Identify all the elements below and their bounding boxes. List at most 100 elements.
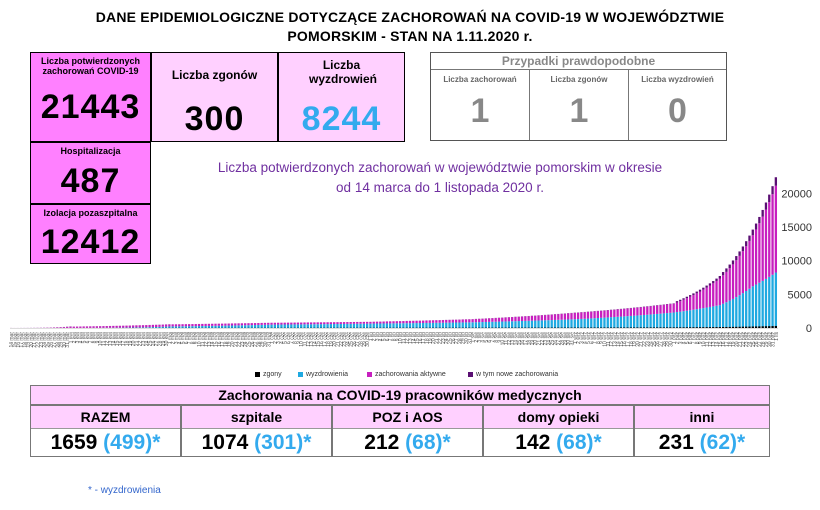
bar-active	[537, 315, 540, 321]
bar-new	[728, 264, 731, 269]
x-tick-label: 28 paź	[761, 332, 767, 348]
legend-item-new: w tym nowe zachorowania	[468, 371, 558, 378]
x-tick-label: 21 lip	[434, 332, 440, 344]
bar-recovered	[632, 315, 636, 328]
bar-active	[725, 271, 728, 303]
bar-active	[379, 321, 382, 324]
bar-deaths	[646, 327, 649, 328]
bar-recovered	[573, 319, 576, 328]
bar-deaths	[629, 327, 632, 328]
bar-active	[702, 289, 705, 309]
bar-recovered	[283, 324, 286, 328]
bar-recovered	[234, 325, 237, 328]
bar-active	[721, 275, 725, 304]
bar-active	[445, 319, 448, 323]
bar-active	[764, 209, 768, 279]
bar-active	[174, 324, 178, 327]
bar-deaths	[662, 327, 665, 328]
x-tick-label: 2 kwi	[72, 332, 78, 343]
x-tick-label: 15 mar	[12, 332, 18, 348]
deaths-value: 300	[184, 100, 245, 138]
bar-active	[197, 324, 201, 327]
bar-new	[774, 177, 778, 186]
bar-active	[131, 325, 135, 328]
bar-recovered	[227, 325, 230, 328]
bar-recovered	[224, 325, 227, 328]
medical-poz-recovered: (68)*	[405, 431, 451, 454]
bar-active	[217, 323, 220, 326]
recovered-label: Liczba wyzdrowień	[309, 58, 378, 86]
bar-recovered	[458, 322, 461, 328]
bar-active	[372, 321, 375, 324]
x-tick-label: 10 wrz	[602, 332, 608, 347]
x-tick-label: 15 paź	[718, 332, 724, 348]
medical-care-homes-cases: 142	[515, 431, 551, 454]
medical-col-total-label: RAZEM	[31, 406, 180, 429]
x-tick-label: 1 paź	[672, 332, 678, 345]
bar-recovered	[613, 317, 616, 328]
bar-recovered	[270, 324, 273, 328]
bar-recovered	[679, 311, 682, 328]
bar-recovered	[286, 324, 290, 328]
confirmed-value: 21443	[40, 88, 141, 126]
x-tick-label: 14 sie	[513, 332, 519, 346]
bar-active	[237, 323, 240, 326]
bar-active	[286, 322, 290, 325]
x-tick-label: 13 lip	[408, 332, 414, 344]
bar-recovered	[764, 278, 768, 328]
bar-new	[761, 209, 764, 217]
x-tick-label: 1 wrz	[573, 332, 579, 344]
medical-total-recovered: (499)*	[103, 431, 161, 454]
x-tick-label: 22 wrz	[642, 332, 648, 347]
bar-active	[567, 313, 570, 320]
bar-deaths	[708, 327, 712, 328]
bar-new	[685, 296, 689, 299]
bar-active	[715, 280, 718, 306]
bar-active	[191, 324, 194, 327]
bar-recovered	[758, 282, 761, 328]
chart-bars	[10, 177, 778, 329]
bar-active	[659, 305, 662, 314]
x-tick-label: 15 kwi	[115, 332, 121, 346]
bar-recovered	[520, 320, 524, 328]
bar-deaths	[761, 326, 764, 328]
bar-active	[125, 325, 128, 328]
probable-cases-label: Liczba zachorowań	[443, 75, 517, 84]
x-tick-label: 5 maj	[181, 332, 187, 344]
x-tick-label: 5 lip	[382, 332, 388, 341]
bar-active	[511, 317, 514, 322]
bar-active	[234, 323, 237, 326]
bar-active	[616, 309, 619, 317]
bar-recovered	[461, 322, 464, 328]
bar-new	[695, 291, 698, 294]
bar-active	[240, 323, 244, 326]
bar-recovered	[161, 326, 164, 328]
bar-active	[761, 216, 764, 281]
x-tick-label: 18 mar	[22, 332, 28, 348]
bar-recovered	[197, 326, 201, 328]
bar-active	[329, 322, 333, 325]
bar-recovered	[300, 324, 303, 328]
x-tick-label: 16 paź	[721, 332, 727, 348]
bar-active	[451, 319, 454, 323]
bar-recovered	[184, 326, 188, 328]
isolation-value: 12412	[40, 223, 141, 261]
bar-active	[520, 316, 524, 321]
bar-active	[474, 319, 478, 323]
bar-active	[309, 322, 313, 325]
bar-active	[665, 304, 669, 314]
x-tick-label: 12 sie	[507, 332, 513, 346]
x-tick-label: 1 lis	[774, 332, 780, 341]
bar-active	[135, 325, 138, 328]
bar-deaths	[632, 327, 636, 328]
x-tick-label: 21 cze	[335, 332, 341, 347]
bar-recovered	[619, 316, 623, 328]
bar-recovered	[333, 324, 336, 328]
bar-recovered	[201, 326, 204, 328]
bar-recovered	[220, 325, 224, 328]
bar-recovered	[339, 323, 342, 328]
bar-active	[385, 321, 389, 324]
y-tick-label: 5000	[788, 289, 812, 301]
bar-active	[415, 320, 418, 324]
x-tick-label: 12 wrz	[609, 332, 615, 347]
